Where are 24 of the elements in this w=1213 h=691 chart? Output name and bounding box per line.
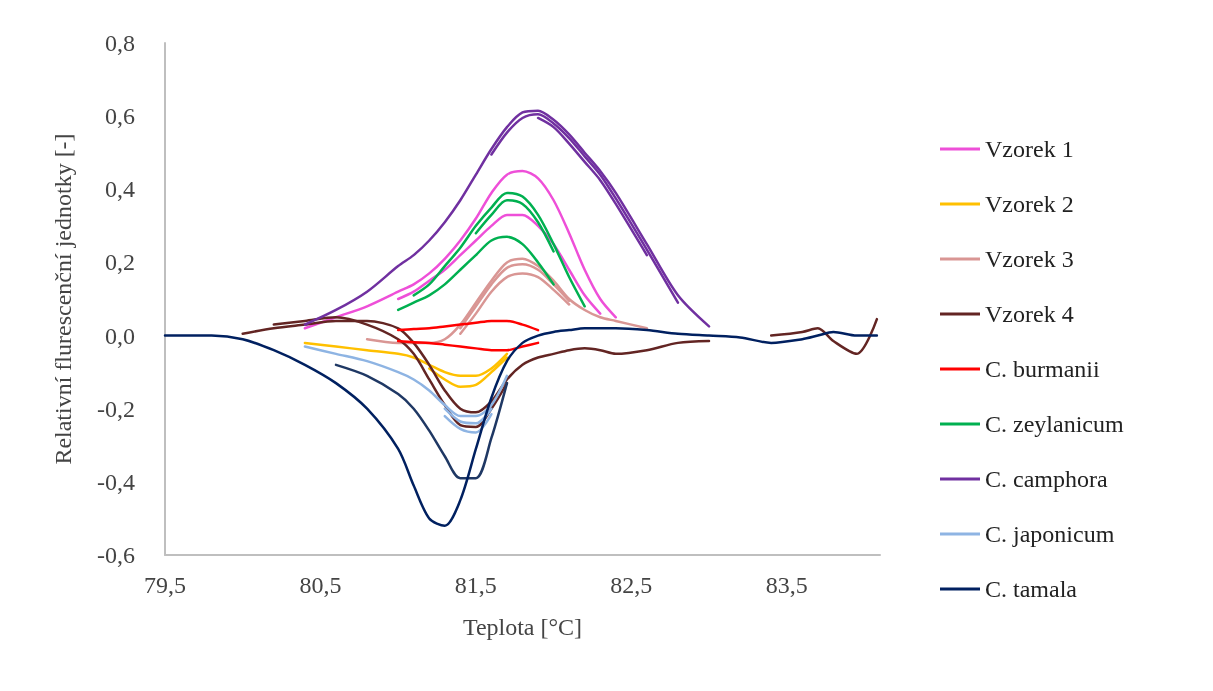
legend-label: Vzorek 1 <box>985 136 1074 162</box>
legend-label: C. zeylanicum <box>985 411 1124 437</box>
x-tick-label: 79,5 <box>144 572 186 598</box>
y-tick-label: -0,4 <box>97 468 135 495</box>
x-axis-title: Teplota [°C] <box>462 614 583 640</box>
x-tick-label: 80,5 <box>299 572 342 598</box>
legend-label: C. tamala <box>985 576 1078 602</box>
legend-label: Vzorek 4 <box>985 301 1074 327</box>
y-tick-label: -0,6 <box>97 542 135 568</box>
x-tick-label: 82,5 <box>610 572 653 598</box>
legend-label: C. burmanii <box>985 356 1100 382</box>
x-tick-label: 81,5 <box>454 572 497 598</box>
legend-label: Vzorek 2 <box>985 191 1074 217</box>
x-tick-label: 83,5 <box>765 572 808 598</box>
legend-label: C. camphora <box>985 466 1108 492</box>
y-tick-label: 0,6 <box>105 103 135 130</box>
legend-label: C. japonicum <box>985 521 1115 547</box>
y-tick-label: 0,8 <box>105 30 135 56</box>
y-tick-label: -0,2 <box>97 395 135 422</box>
y-axis-title: Relativní flurescenční jednotky [-] <box>50 133 76 465</box>
y-tick-label: 0,4 <box>105 176 135 203</box>
y-tick-label: 0,0 <box>105 322 135 349</box>
y-tick-label: 0,2 <box>105 249 135 276</box>
legend-label: Vzorek 3 <box>985 246 1074 272</box>
